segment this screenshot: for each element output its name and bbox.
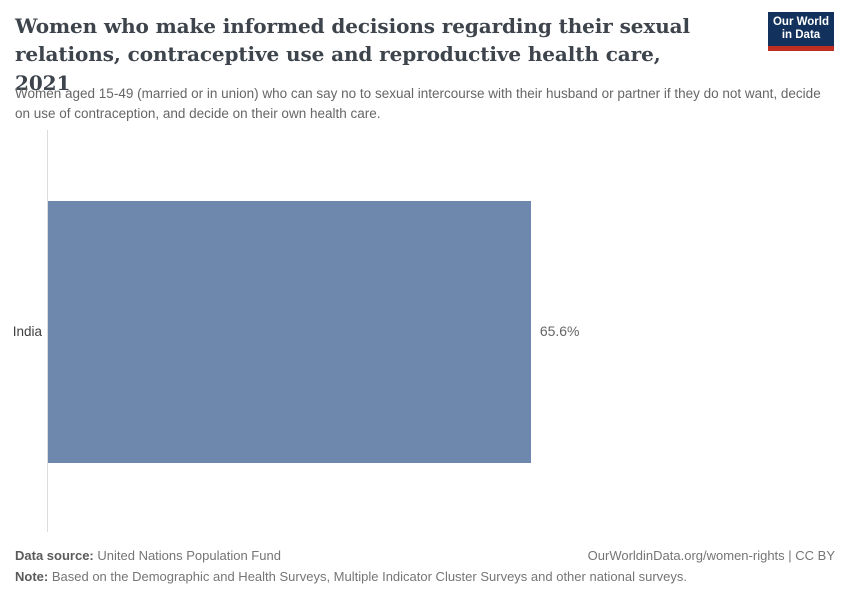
owid-logo-line2: in Data	[781, 29, 821, 41]
chart-subtitle: Women aged 15-49 (married or in union) w…	[15, 86, 821, 122]
entity-label-india: India	[12, 324, 42, 339]
y-axis-line	[47, 130, 48, 532]
data-source-label: Data source:	[15, 548, 94, 563]
note-line: Note: Based on the Demographic and Healt…	[15, 568, 835, 587]
chart-footer: Data source: United Nations Population F…	[15, 547, 835, 587]
bar-india[interactable]	[48, 201, 531, 463]
data-source-line: Data source: United Nations Population F…	[15, 547, 281, 566]
owid-logo-line1: Our World	[772, 16, 829, 28]
citation-link[interactable]: OurWorldinData.org/women-rights | CC BY	[587, 548, 835, 563]
data-source-value: United Nations Population Fund	[97, 548, 281, 563]
page-title: Women who make informed decisions regard…	[15, 14, 691, 95]
bar-value-label: 65.6%	[539, 323, 580, 339]
note-value: Based on the Demographic and Health Surv…	[51, 568, 688, 584]
note-label: Note:	[15, 568, 49, 584]
owid-logo[interactable]: Our World in Data	[768, 12, 834, 51]
